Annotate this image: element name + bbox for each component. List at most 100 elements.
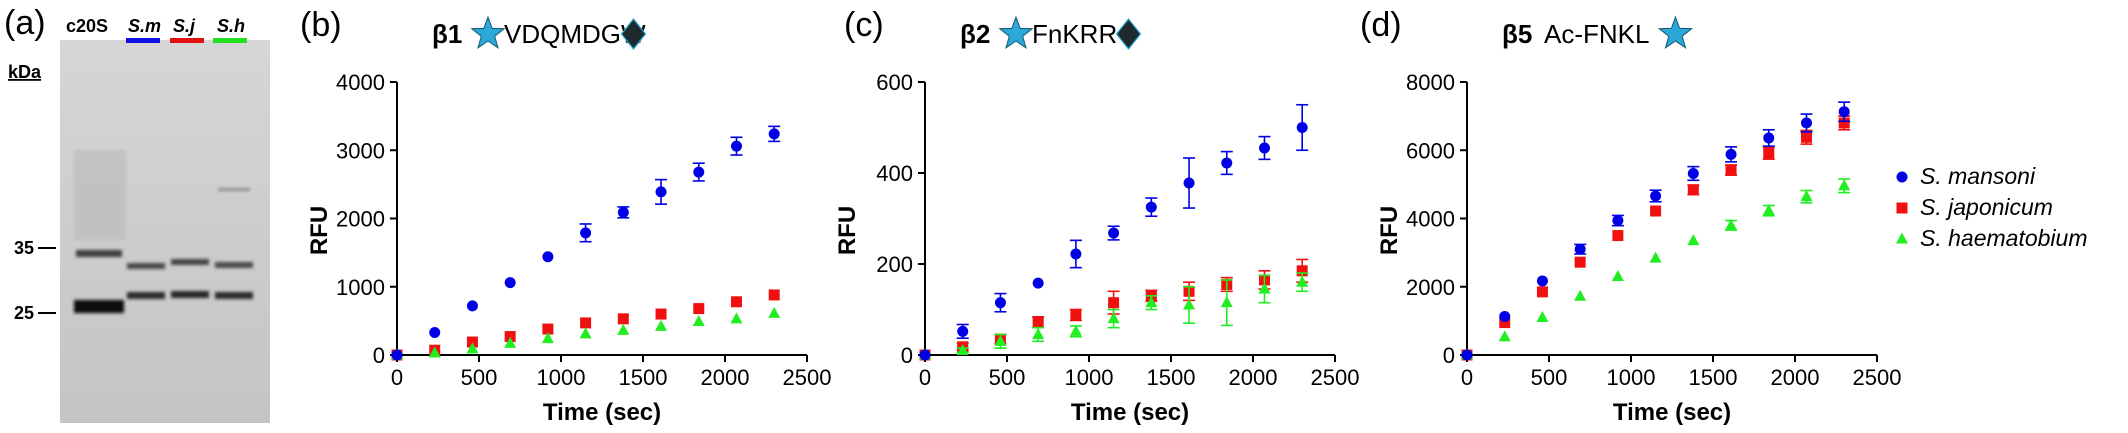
x-tick-label: 500 <box>1531 365 1568 390</box>
data-point <box>541 332 554 344</box>
series-s--mansoni <box>391 125 781 361</box>
data-point <box>391 349 403 361</box>
data-point <box>428 346 441 358</box>
series-s--haematobium <box>1461 178 1851 360</box>
legend-entry: S. mansoni <box>1920 163 2036 189</box>
x-tick-label: 1500 <box>1689 365 1738 390</box>
x-tick-label: 0 <box>391 365 403 390</box>
legend: S. mansoni S. japonicum S. haematobium <box>1896 163 2087 251</box>
data-point <box>1499 317 1511 329</box>
data-point <box>655 308 667 320</box>
chart-title-subunit: β5 <box>1502 19 1532 49</box>
data-point <box>768 289 780 301</box>
chart-title: β5 Ac-FNKL <box>1502 15 1694 49</box>
gel-panel: c20S S.m S.j S.h kDa 35 25 <box>8 16 270 423</box>
legend-marker <box>1896 202 1908 214</box>
gel-band <box>215 262 253 268</box>
legend-entry: S. japonicum <box>1920 194 2053 220</box>
x-tick-label: 2500 <box>1311 365 1360 390</box>
data-point <box>466 336 478 348</box>
gel-smear-c20s <box>74 150 126 240</box>
data-point <box>1258 282 1271 294</box>
x-tick-label: 1000 <box>1065 365 1114 390</box>
data-point <box>1838 117 1850 129</box>
gel-lane-color-sm <box>126 38 160 43</box>
panel-label-d: (d) <box>1360 6 1402 44</box>
gel-lane-label-sh: S.h <box>217 16 245 36</box>
x-tick-label: 1500 <box>619 365 668 390</box>
gel-band <box>218 188 250 191</box>
gel-band <box>74 300 124 313</box>
gel-band <box>171 259 209 265</box>
data-point <box>1800 117 1812 129</box>
gel-marker-35: 35 <box>14 238 34 258</box>
gel-band <box>127 292 165 299</box>
data-point <box>1838 179 1851 191</box>
data-point <box>1687 234 1700 246</box>
fluorophore-star-icon <box>998 15 1034 49</box>
data-point <box>542 251 554 263</box>
chart-title-sequence: FnKRR <box>1032 19 1117 49</box>
data-point <box>994 334 1007 346</box>
data-point <box>1536 286 1548 298</box>
data-point <box>504 331 516 343</box>
y-tick-label: 4000 <box>1406 207 1455 232</box>
chart-title: β2 FnKRR <box>960 15 1142 50</box>
data-point <box>466 300 478 312</box>
series-s--mansoni <box>919 103 1309 361</box>
x-tick-label: 0 <box>1461 365 1473 390</box>
chart-title-subunit: β1 <box>432 19 462 49</box>
data-point <box>1221 157 1233 169</box>
data-point <box>1612 230 1624 242</box>
data-point <box>1296 122 1308 133</box>
data-point <box>1069 324 1082 336</box>
data-point <box>994 297 1006 309</box>
panel-label-a: (a) <box>4 4 46 42</box>
series-s--mansoni <box>1461 101 1851 361</box>
gel-lane-label-c20s: c20S <box>66 16 108 36</box>
data-point <box>1650 190 1662 202</box>
y-tick-label: 0 <box>1443 343 1455 368</box>
data-point <box>1574 256 1586 268</box>
data-point <box>730 296 742 308</box>
data-point <box>504 336 517 348</box>
data-point <box>1687 184 1699 196</box>
y-tick-label: 0 <box>373 343 385 368</box>
gel-band <box>215 292 253 299</box>
data-point <box>1763 147 1775 159</box>
data-point <box>692 315 705 327</box>
quencher-diamond-icon <box>620 18 647 50</box>
gel-kda-label: kDa <box>8 62 42 82</box>
data-point <box>1763 132 1775 144</box>
data-point <box>1536 310 1549 322</box>
data-point <box>580 317 592 329</box>
x-axis-label: Time (sec) <box>543 399 661 426</box>
data-point <box>617 313 629 325</box>
data-point <box>1611 270 1624 282</box>
gel-marker-25: 25 <box>14 303 34 323</box>
data-point <box>1296 265 1308 277</box>
fluorophore-star-icon <box>470 15 506 49</box>
y-tick-label: 1000 <box>336 275 385 300</box>
data-point <box>466 342 479 354</box>
data-point <box>504 277 516 289</box>
x-tick-label: 1500 <box>1147 365 1196 390</box>
data-point <box>1800 190 1813 202</box>
data-point <box>1536 275 1548 287</box>
legend-marker <box>1896 171 1908 183</box>
data-point <box>1725 164 1737 176</box>
chart-title-subunit: β2 <box>960 19 990 49</box>
data-point <box>768 306 781 318</box>
chart-beta1: 0 500 1000 1500 2000 2500 0 1000 2000 3000 4000 Tim… <box>306 15 831 426</box>
y-tick-label: 6000 <box>1406 138 1455 163</box>
data-point <box>1574 289 1587 301</box>
y-tick-label: 200 <box>876 252 913 277</box>
series-s--haematobium <box>391 306 781 360</box>
x-tick-label: 500 <box>989 365 1026 390</box>
data-point <box>1070 309 1082 321</box>
series-s--japonicum <box>391 289 780 361</box>
data-point <box>1800 131 1812 143</box>
x-tick-label: 0 <box>919 365 931 390</box>
data-point <box>693 166 705 178</box>
